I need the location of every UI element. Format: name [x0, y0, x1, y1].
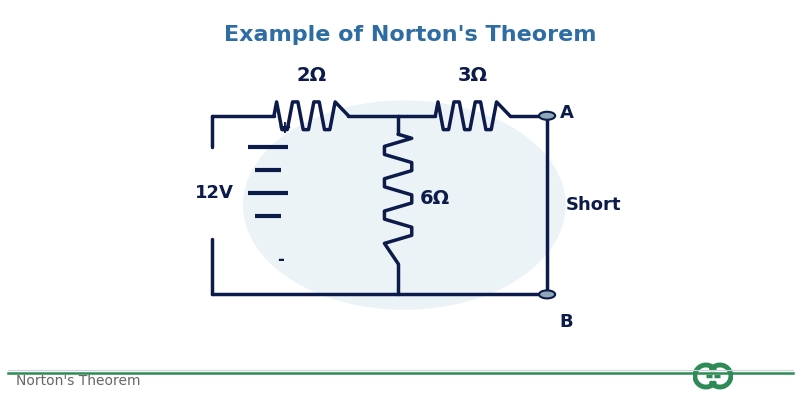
Circle shape	[539, 112, 555, 120]
Text: +: +	[277, 119, 291, 137]
Text: Short: Short	[566, 196, 622, 214]
Text: Example of Norton's Theorem: Example of Norton's Theorem	[224, 25, 597, 45]
Text: -: -	[277, 251, 284, 269]
Text: A: A	[559, 104, 574, 122]
Text: B: B	[559, 313, 574, 331]
Text: 2Ω: 2Ω	[296, 66, 326, 85]
Circle shape	[539, 290, 555, 298]
Text: 6Ω: 6Ω	[420, 190, 450, 208]
Text: 12V: 12V	[195, 184, 234, 202]
Text: 3Ω: 3Ω	[457, 66, 488, 85]
Ellipse shape	[243, 100, 566, 310]
Text: Norton's Theorem: Norton's Theorem	[16, 374, 140, 388]
